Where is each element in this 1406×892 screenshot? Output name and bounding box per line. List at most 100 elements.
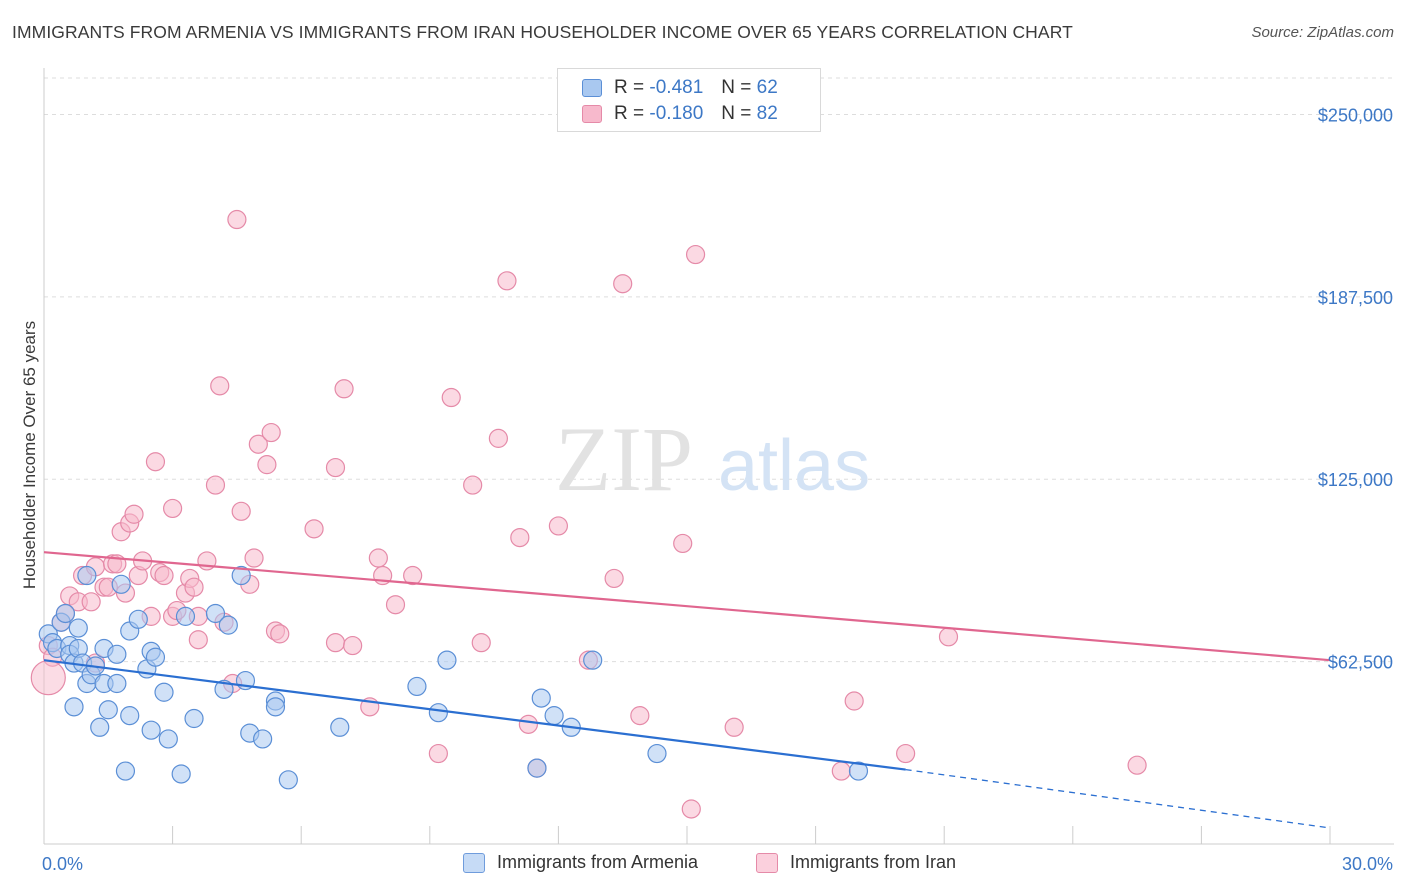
tick-labels: $62,500 $125,000 $187,500 $250,000 0.0% 30.0% — [42, 105, 1393, 874]
x-axis — [43, 68, 1394, 845]
point-iran — [154, 565, 174, 586]
legend-item-iran[interactable]: Immigrants from Iran — [756, 852, 956, 873]
point-iran — [163, 498, 183, 519]
legend-swatch-iran — [582, 105, 602, 123]
point-iran — [325, 457, 346, 478]
point-iran — [244, 548, 264, 568]
point-iran — [325, 633, 346, 653]
point-iran — [673, 533, 693, 554]
point-iran — [184, 577, 204, 597]
point-iran — [188, 630, 208, 650]
legend-swatch-iran — [756, 852, 778, 873]
point-iran — [261, 422, 281, 443]
point-iran — [548, 516, 569, 536]
trend-line-armenia — [43, 659, 906, 771]
y-tick-label: $250,000 — [1318, 105, 1393, 125]
point-armenia — [278, 770, 298, 790]
legend-swatch-armenia — [582, 79, 602, 97]
y-tick-label: $125,000 — [1318, 470, 1393, 490]
point-iran — [270, 624, 290, 644]
point-armenia — [115, 761, 136, 781]
x-tick-label: 30.0% — [1342, 854, 1393, 874]
point-armenia — [205, 603, 226, 624]
legend-swatch-armenia — [463, 852, 485, 873]
point-armenia — [158, 729, 178, 749]
point-iran — [124, 504, 144, 524]
point-iran — [385, 595, 406, 615]
point-iran — [145, 452, 166, 472]
point-iran — [248, 434, 268, 454]
point-armenia — [90, 717, 110, 737]
trend-line-iran — [43, 551, 1331, 662]
legend-item-armenia[interactable]: Immigrants from Armenia — [463, 852, 698, 873]
point-armenia — [407, 676, 427, 697]
legend-n-label: N = — [721, 103, 752, 124]
point-armenia — [218, 615, 238, 635]
point-iran — [518, 714, 538, 734]
point-armenia — [55, 603, 76, 624]
point-armenia — [231, 565, 251, 586]
point-armenia — [128, 609, 148, 629]
point-iran — [488, 428, 508, 448]
point-iran — [685, 244, 706, 265]
point-iran — [463, 475, 483, 495]
point-armenia — [98, 700, 118, 720]
point-iran — [630, 706, 650, 726]
point-iran — [613, 274, 633, 294]
point-iran — [231, 501, 251, 521]
point-iran — [81, 592, 101, 612]
point-armenia — [647, 743, 667, 764]
point-armenia — [154, 682, 174, 702]
x-tick-label: 0.0% — [42, 854, 83, 874]
point-armenia — [531, 688, 551, 708]
point-iran — [257, 455, 277, 475]
point-iran — [844, 691, 864, 711]
point-armenia — [64, 697, 84, 717]
point-armenia — [527, 758, 547, 778]
point-armenia — [330, 717, 350, 737]
legend-n-value: 82 — [756, 103, 778, 124]
data-points — [30, 209, 1147, 819]
legend-n-value: 62 — [756, 77, 778, 98]
point-iran — [368, 548, 388, 568]
point-iran — [471, 633, 491, 653]
legend-r-label: R = — [614, 103, 645, 124]
watermark-atlas: atlas — [718, 426, 870, 506]
point-armenia — [253, 729, 273, 749]
trend-lines — [43, 551, 1331, 829]
point-iran — [205, 475, 226, 495]
point-armenia — [175, 606, 196, 626]
legend-r-value: -0.180 — [649, 103, 704, 124]
point-armenia — [544, 706, 564, 726]
point-armenia — [141, 720, 161, 740]
watermark: ZIP atlas — [555, 408, 870, 510]
point-armenia — [77, 565, 97, 586]
point-armenia — [145, 647, 166, 667]
trend-line-armenia-extension — [905, 768, 1331, 829]
point-armenia — [437, 650, 457, 670]
point-armenia — [265, 697, 286, 717]
y-tick-label: $187,500 — [1318, 288, 1393, 308]
point-armenia — [111, 574, 131, 594]
point-armenia — [68, 618, 88, 638]
point-iran — [210, 376, 230, 396]
legend-row-armenia: R = -0.481 N = 62 — [582, 75, 778, 101]
point-armenia — [583, 650, 603, 670]
point-iran — [681, 799, 701, 819]
point-iran — [334, 379, 354, 399]
point-armenia — [107, 673, 127, 694]
point-armenia — [214, 679, 234, 699]
correlation-legend: R = -0.481 N = 62 R = -0.180 N = 82 — [557, 68, 821, 132]
point-iran — [896, 743, 916, 764]
legend-r-value: -0.481 — [649, 77, 704, 98]
point-iran — [724, 717, 744, 737]
point-armenia — [107, 644, 127, 664]
point-armenia — [120, 706, 140, 726]
point-iran — [227, 209, 247, 230]
legend-r-label: R = — [614, 77, 645, 98]
point-iran — [497, 271, 517, 291]
point-iran — [938, 627, 959, 647]
point-armenia — [171, 764, 191, 784]
chart-source: Source: ZipAtlas.com — [1251, 24, 1394, 41]
